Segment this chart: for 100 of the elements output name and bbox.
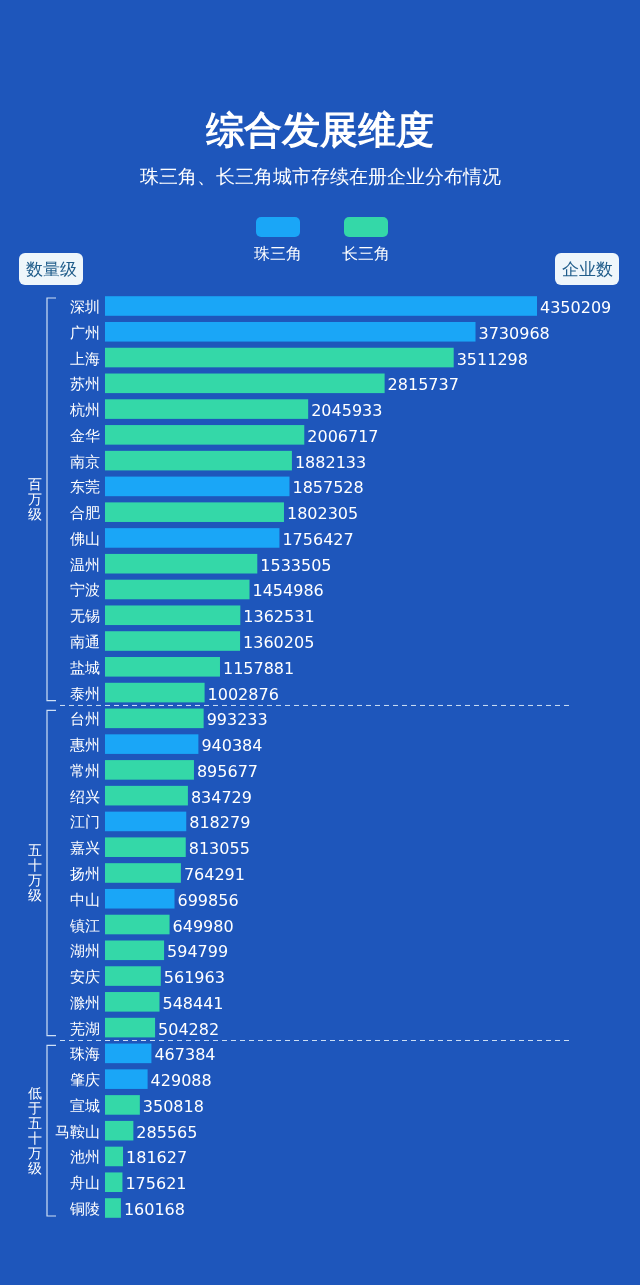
data-label: 818279 xyxy=(189,813,251,833)
y-tick-label: 中山 xyxy=(70,890,100,909)
chart-title: 综合发展维度 xyxy=(205,108,434,152)
y-tick-label: 南通 xyxy=(70,633,100,652)
y-tick-label: 绍兴 xyxy=(70,787,100,806)
y-tick-label: 常州 xyxy=(70,761,100,780)
y-tick-label: 池州 xyxy=(70,1148,100,1167)
data-label: 940384 xyxy=(201,736,263,756)
data-label: 175621 xyxy=(125,1174,187,1194)
bar xyxy=(105,631,241,651)
data-label: 1802305 xyxy=(286,504,359,524)
data-label: 649980 xyxy=(172,916,234,936)
bar xyxy=(105,1172,123,1193)
data-label: 561963 xyxy=(163,968,225,988)
y-tick-label: 芜湖 xyxy=(70,1019,100,1038)
text: 低于五十万级 xyxy=(28,1085,42,1177)
bar xyxy=(105,734,199,754)
bar xyxy=(105,528,280,548)
bar xyxy=(105,1017,156,1038)
y-axis-title: 数量级 xyxy=(25,259,77,279)
data-label: 504282 xyxy=(158,1019,220,1039)
y-tick-label: 温州 xyxy=(70,555,100,574)
y-tick-label: 无锡 xyxy=(70,607,100,626)
x-axis-title: 企业数 xyxy=(561,259,613,279)
y-tick-label: 湖州 xyxy=(70,942,100,961)
data-label: 2006717 xyxy=(307,426,379,446)
data-label: 429088 xyxy=(150,1071,212,1091)
bar xyxy=(105,450,292,471)
data-label: 2815737 xyxy=(387,375,459,395)
data-label: 1157881 xyxy=(222,658,295,678)
y-tick-label: 珠海 xyxy=(70,1045,100,1064)
bar xyxy=(105,966,161,986)
y-tick-label: 惠州 xyxy=(69,736,100,755)
data-label: 895677 xyxy=(196,761,259,781)
data-label: 3511298 xyxy=(456,349,528,369)
data-label: 1360205 xyxy=(243,633,315,653)
data-label: 285565 xyxy=(136,1122,198,1142)
data-label: 1857528 xyxy=(292,478,364,498)
data-label: 1756427 xyxy=(282,529,354,549)
bar xyxy=(105,682,205,703)
data-label: 699856 xyxy=(177,890,239,910)
bar xyxy=(105,914,170,935)
text: 百万级 xyxy=(28,476,42,523)
data-label: 181627 xyxy=(126,1148,188,1168)
y-tick-label: 佛山 xyxy=(70,529,100,548)
data-label: 1454986 xyxy=(252,581,324,601)
bar xyxy=(105,708,204,729)
bar xyxy=(105,888,175,909)
y-tick-label: 合肥 xyxy=(70,504,100,523)
bar xyxy=(105,992,160,1012)
y-tick-label: 扬州 xyxy=(70,864,100,883)
y-tick-label: 宣城 xyxy=(70,1096,100,1115)
data-label: 3730968 xyxy=(478,323,550,343)
bar xyxy=(105,502,284,522)
bar xyxy=(105,785,188,806)
y-tick-label: 江门 xyxy=(70,813,100,832)
bar xyxy=(105,760,194,780)
bar xyxy=(105,940,165,961)
data-label: 1882133 xyxy=(294,452,367,472)
data-label: 467384 xyxy=(154,1045,216,1065)
y-tick-label: 上海 xyxy=(70,349,100,368)
y-tick-label: 深圳 xyxy=(70,298,100,316)
y-tick-label: 杭州 xyxy=(69,401,100,420)
bar xyxy=(105,296,537,316)
bar xyxy=(105,1120,134,1141)
data-label: 1533505 xyxy=(260,555,332,575)
bar xyxy=(105,347,454,368)
y-tick-label: 苏州 xyxy=(70,375,100,394)
data-label: 594799 xyxy=(167,942,229,962)
legend-item: 珠三角 xyxy=(254,217,302,263)
y-tick-label: 舟山 xyxy=(70,1174,100,1193)
y-tick-label: 广州 xyxy=(70,323,100,342)
bar xyxy=(105,837,186,857)
data-label: 834729 xyxy=(190,787,252,807)
data-label: 1362531 xyxy=(243,607,315,627)
bar xyxy=(105,863,181,883)
text: 五十万级 xyxy=(28,842,42,904)
data-label: 993233 xyxy=(206,710,268,730)
data-label: 4350209 xyxy=(540,298,612,317)
bar xyxy=(105,579,250,600)
y-tick-label: 滁州 xyxy=(70,993,100,1012)
legend-label: 珠三角 xyxy=(254,244,302,263)
data-label: 548441 xyxy=(162,993,224,1013)
bar xyxy=(105,1146,124,1167)
bar xyxy=(105,321,476,342)
data-label: 764291 xyxy=(183,864,245,884)
y-tick-label: 马鞍山 xyxy=(55,1122,100,1141)
bar xyxy=(105,1198,121,1218)
y-tick-label: 台州 xyxy=(70,710,100,729)
y-tick-label: 宁波 xyxy=(70,581,100,600)
y-tick-label: 安庆 xyxy=(70,968,100,987)
bar xyxy=(105,476,290,497)
data-label: 160168 xyxy=(123,1200,185,1219)
bar xyxy=(105,1095,140,1115)
y-tick-label: 肇庆 xyxy=(70,1071,100,1090)
bar xyxy=(105,399,309,419)
y-tick-label: 东莞 xyxy=(70,478,100,497)
data-label: 2045933 xyxy=(311,401,383,421)
data-label: 813055 xyxy=(188,839,250,859)
bar xyxy=(105,373,385,394)
